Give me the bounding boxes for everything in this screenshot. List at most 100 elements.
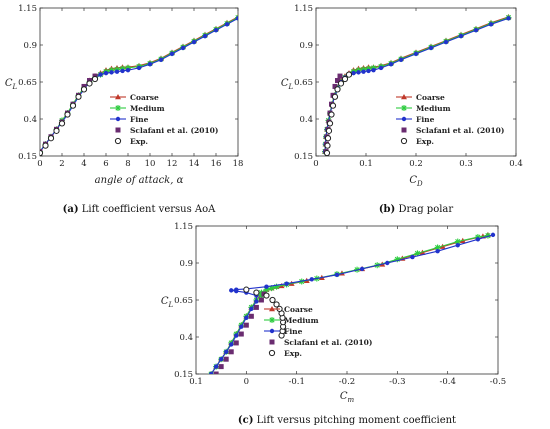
data-point-fine <box>410 254 415 260</box>
legend-label-sclafani-et-al-2010: Sclafani et al. (2010) <box>416 126 504 135</box>
y-tick-label: 1.15 <box>174 222 193 232</box>
data-point-fine <box>147 62 153 67</box>
data-point-fine <box>218 357 224 362</box>
data-point-exp <box>86 80 93 87</box>
legend-marker-medium <box>401 105 407 111</box>
data-point-sclafani-et-al-2010 <box>238 331 244 337</box>
series-line-coarse <box>210 234 489 374</box>
legend-label-medium: Medium <box>416 104 451 113</box>
data-point-exp <box>273 301 280 308</box>
x-tick-label: 18 <box>233 159 244 169</box>
data-point-sclafani-et-al-2010 <box>218 364 224 370</box>
series-layer-b <box>322 13 512 156</box>
x-tick-label: 0.2 <box>409 159 423 169</box>
data-point-fine <box>213 364 219 369</box>
series-layer-c <box>208 231 496 374</box>
x-tick-label: 0.1 <box>359 159 373 169</box>
data-point-sclafani-et-al-2010 <box>243 322 249 328</box>
data-point-fine <box>98 72 103 77</box>
x-tick-label: 16 <box>211 159 222 169</box>
x-tick-label: -0.2 <box>339 377 355 387</box>
legend-c: Coarse Medium Fine Sclafani et al. (2010) Ex… <box>264 305 372 358</box>
caption-a: (a) Lift coefficient versus AoA <box>63 204 217 215</box>
data-point-exp <box>328 111 335 118</box>
data-point-fine <box>235 16 238 21</box>
data-point-exp <box>64 111 71 118</box>
data-point-fine <box>334 272 340 278</box>
data-point-sclafani-et-al-2010 <box>223 356 229 362</box>
y-tick-label: 0.9 <box>179 259 193 269</box>
data-point-exp <box>263 292 270 299</box>
data-point-fine <box>356 70 361 75</box>
x-tick-label: 0.3 <box>459 159 473 169</box>
legend-marker-medium <box>115 105 121 111</box>
legend-label-sclafani-et-al-2010: Sclafani et al. (2010) <box>284 338 372 347</box>
legend-label-fine: Fine <box>284 327 303 336</box>
x-tick-label: 10 <box>145 159 156 169</box>
legend-label-coarse: Coarse <box>130 93 159 102</box>
legend-label-exp: Exp. <box>416 137 434 146</box>
x-tick-label: 4 <box>81 159 86 169</box>
y-tick-label: 0.65 <box>18 78 37 88</box>
data-point-exp <box>337 80 345 87</box>
data-point-fine <box>169 51 175 57</box>
y-tick-label: 0.4 <box>299 115 313 125</box>
y-tick-label: 0.15 <box>294 152 313 162</box>
data-point-sclafani-et-al-2010 <box>332 83 338 89</box>
legend-label-coarse: Coarse <box>284 305 313 314</box>
data-point-fine <box>120 68 125 74</box>
data-point-exp <box>69 102 77 109</box>
legend-label-exp: Exp. <box>284 349 302 358</box>
y-tick-label: 0.9 <box>299 41 313 51</box>
data-point-exp <box>331 93 339 100</box>
data-point-exp <box>329 102 337 109</box>
legend-marker-coarse <box>401 94 407 100</box>
data-point-fine <box>398 57 404 62</box>
x-tick-label: 0 <box>244 377 249 387</box>
data-point-fine <box>473 28 479 33</box>
data-point-fine <box>378 65 384 71</box>
data-point-fine <box>388 62 394 67</box>
x-axis-label-b: CD <box>409 175 423 188</box>
data-point-fine <box>202 33 208 39</box>
data-point-exp <box>53 127 60 134</box>
legend-label-exp: Exp. <box>130 137 148 146</box>
data-point-fine <box>413 51 419 57</box>
x-tick-label: 0 <box>313 159 318 169</box>
data-point-sclafani-et-al-2010 <box>248 313 254 319</box>
data-point-fine <box>458 33 464 39</box>
data-point-fine <box>249 306 254 312</box>
y-tick-label: 0.9 <box>23 41 37 51</box>
data-point-fine <box>475 237 481 242</box>
caption-c: (c) Lift versus pitching moment coeffici… <box>238 415 456 426</box>
legend-marker-sclafani-et-al-2010 <box>115 127 121 133</box>
y-tick-label: 0.15 <box>174 370 193 380</box>
legend-marker-sclafani-et-al-2010 <box>269 339 275 345</box>
data-point-fine <box>359 266 365 272</box>
x-tick-label: 6 <box>103 159 108 169</box>
data-point-fine <box>234 287 239 292</box>
data-point-exp <box>75 93 82 100</box>
data-point-exp <box>324 142 331 149</box>
data-point-exp <box>80 86 88 93</box>
data-point-fine <box>506 16 511 21</box>
data-point-exp <box>325 127 333 134</box>
x-tick-label: 8 <box>125 159 130 169</box>
plot-frame-c <box>195 225 499 375</box>
plot-area-b: 0 0.1 0.2 0.3 0.4 0.15 0.4 0.65 0.9 1.15 Coarse Med… <box>294 4 523 169</box>
data-point-exp <box>334 86 341 93</box>
data-point-exp <box>326 120 334 127</box>
data-point-exp <box>341 75 349 83</box>
x-tick-label: -0.4 <box>439 377 455 387</box>
y-tick-label: 0.15 <box>18 152 37 162</box>
legend-marker-fine <box>269 328 275 334</box>
plot-area-c: 0.1 0 -0.1 -0.2 -0.3 -0.4 -0.5 0.15 0.4 0.65 0.9 1.… <box>174 222 506 387</box>
legend-label-medium: Medium <box>284 316 319 325</box>
data-point-fine <box>180 45 186 51</box>
data-point-fine <box>309 277 314 282</box>
data-point-sclafani-et-al-2010 <box>335 78 340 84</box>
data-point-fine <box>224 349 229 354</box>
legend-label-medium: Medium <box>130 104 165 113</box>
x-tick-label: 14 <box>189 159 200 169</box>
